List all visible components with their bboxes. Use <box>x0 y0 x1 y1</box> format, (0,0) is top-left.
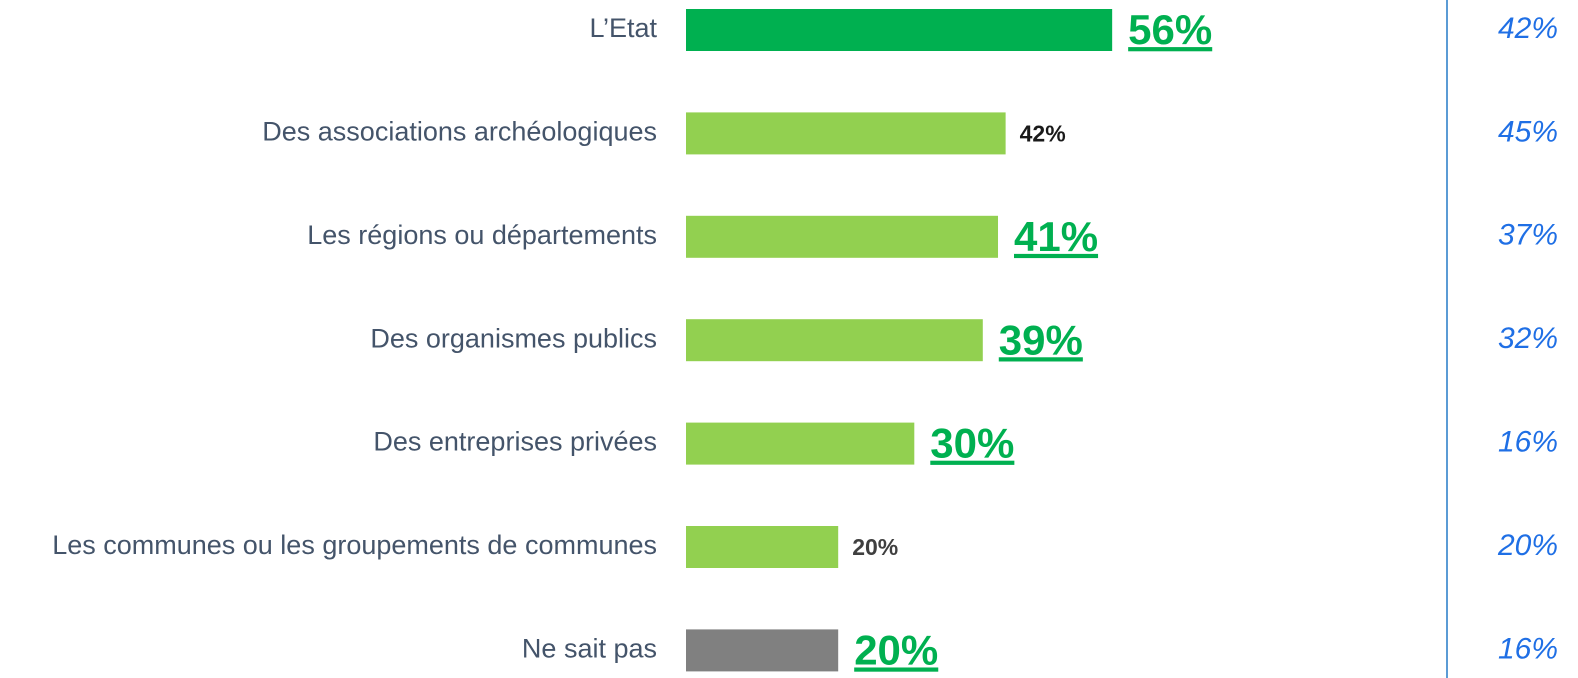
category-label: Ne sait pas <box>522 634 657 664</box>
category-label: Des associations archéologiques <box>262 117 657 147</box>
value-label: 56% <box>1128 6 1212 53</box>
bar <box>686 422 915 465</box>
value-label: 20% <box>854 626 938 673</box>
bar <box>686 526 839 568</box>
value-label: 41% <box>1014 213 1098 260</box>
comparison-label: 37% <box>1498 219 1558 252</box>
value-label: 20% <box>852 534 898 560</box>
bar <box>686 215 999 258</box>
value-label: 30% <box>930 420 1014 467</box>
bar <box>686 319 983 362</box>
bar <box>686 629 839 672</box>
category-label: Des entreprises privées <box>373 427 657 457</box>
comparison-label: 20% <box>1497 529 1558 562</box>
comparison-label: 16% <box>1498 632 1558 665</box>
comparison-label: 45% <box>1498 115 1558 148</box>
value-label: 39% <box>999 316 1083 363</box>
category-label: Des organismes publics <box>370 323 657 353</box>
comparison-label: 42% <box>1498 12 1558 45</box>
bar <box>686 112 1006 155</box>
category-label: Les communes ou les groupements de commu… <box>52 530 657 560</box>
value-label: 42% <box>1020 120 1066 146</box>
category-label: Les régions ou départements <box>307 220 657 250</box>
comparison-label: 16% <box>1498 426 1558 459</box>
bar <box>686 9 1113 51</box>
comparison-label: 32% <box>1498 322 1558 355</box>
category-label: L’Etat <box>589 13 657 43</box>
